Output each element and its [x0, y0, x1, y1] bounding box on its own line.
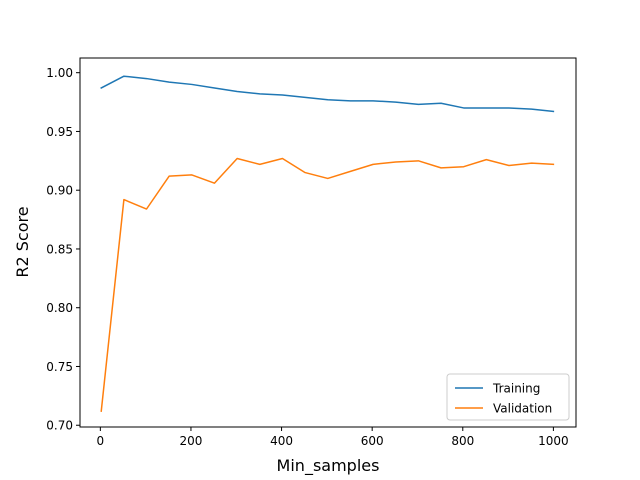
- x-tick-label: 600: [361, 434, 384, 448]
- x-tick-label: 400: [270, 434, 293, 448]
- x-tick-label: 1000: [538, 434, 569, 448]
- y-tick-label: 0.75: [46, 360, 73, 374]
- series-layer: [100, 75, 555, 412]
- plot-area: [80, 58, 576, 427]
- legend-label-validation: Validation: [493, 402, 552, 416]
- y-tick-label: 1.00: [46, 66, 73, 80]
- y-axis-label: R2 Score: [13, 206, 32, 277]
- ticks-layer: 0 200 400 600 800 1000 0.70 0.75 0.80 0.85 0.90 0.9…: [46, 66, 568, 448]
- x-axis-label: Min_samples: [277, 456, 380, 476]
- legend: Training Validation: [446, 373, 570, 421]
- y-tick-label: 0.90: [46, 184, 73, 198]
- x-tick-label: 800: [451, 434, 474, 448]
- y-tick-label: 0.70: [46, 419, 73, 433]
- x-tick-label: 0: [97, 434, 105, 448]
- x-tick-label: 200: [179, 434, 202, 448]
- y-tick-label: 0.95: [46, 125, 73, 139]
- plot-frame: [79, 57, 577, 428]
- y-tick-label: 0.85: [46, 242, 73, 256]
- legend-label-training: Training: [492, 382, 540, 396]
- y-tick-label: 0.80: [46, 301, 73, 315]
